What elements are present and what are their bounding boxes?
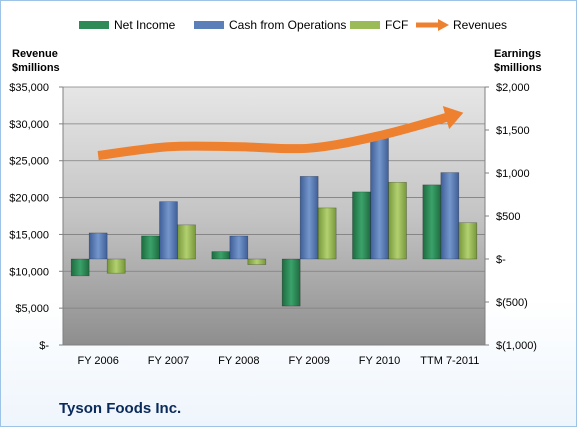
bar-fcf xyxy=(248,259,266,265)
right-tick-label: $(500) xyxy=(496,297,528,309)
left-tick-label: $35,000 xyxy=(9,82,49,94)
x-tick-label: FY 2007 xyxy=(148,355,189,367)
bar-net-income xyxy=(353,192,371,259)
right-tick-label: $(1,000) xyxy=(496,340,537,352)
bar-net-income xyxy=(282,259,300,306)
bar-cash-from-operations xyxy=(230,236,248,259)
left-tick-label: $5,000 xyxy=(15,303,49,315)
bar-net-income xyxy=(142,236,160,259)
right-tick-label: $2,000 xyxy=(496,82,530,94)
bar-fcf xyxy=(459,223,477,259)
bar-cash-from-operations xyxy=(441,173,459,259)
right-tick-label: $- xyxy=(496,254,506,266)
left-tick-label: $15,000 xyxy=(9,229,49,241)
left-tick-label: $20,000 xyxy=(9,193,49,205)
bar-fcf xyxy=(389,182,407,259)
left-tick-label: $30,000 xyxy=(9,119,49,131)
bar-cash-from-operations xyxy=(371,136,389,259)
right-tick-label: $1,500 xyxy=(496,125,530,137)
right-tick-label: $1,000 xyxy=(496,168,530,180)
bar-cash-from-operations xyxy=(89,233,107,259)
x-tick-label: TTM 7-2011 xyxy=(420,355,479,367)
bar-net-income xyxy=(212,252,230,259)
x-tick-label: FY 2009 xyxy=(288,355,329,367)
x-tick-label: FY 2008 xyxy=(218,355,259,367)
left-tick-label: $25,000 xyxy=(9,156,49,168)
company-label: Tyson Foods Inc. xyxy=(59,400,181,417)
bar-fcf xyxy=(107,259,125,273)
bar-cash-from-operations xyxy=(160,202,178,259)
x-tick-label: FY 2010 xyxy=(359,355,400,367)
bar-net-income xyxy=(71,259,89,276)
x-tick-label: FY 2006 xyxy=(77,355,118,367)
bar-cash-from-operations xyxy=(300,176,318,259)
bar-net-income xyxy=(423,185,441,259)
bar-fcf xyxy=(318,208,336,259)
bar-fcf xyxy=(178,225,196,259)
left-tick-label: $10,000 xyxy=(9,266,49,278)
right-tick-label: $500 xyxy=(496,211,520,223)
left-tick-label: $- xyxy=(39,340,49,352)
